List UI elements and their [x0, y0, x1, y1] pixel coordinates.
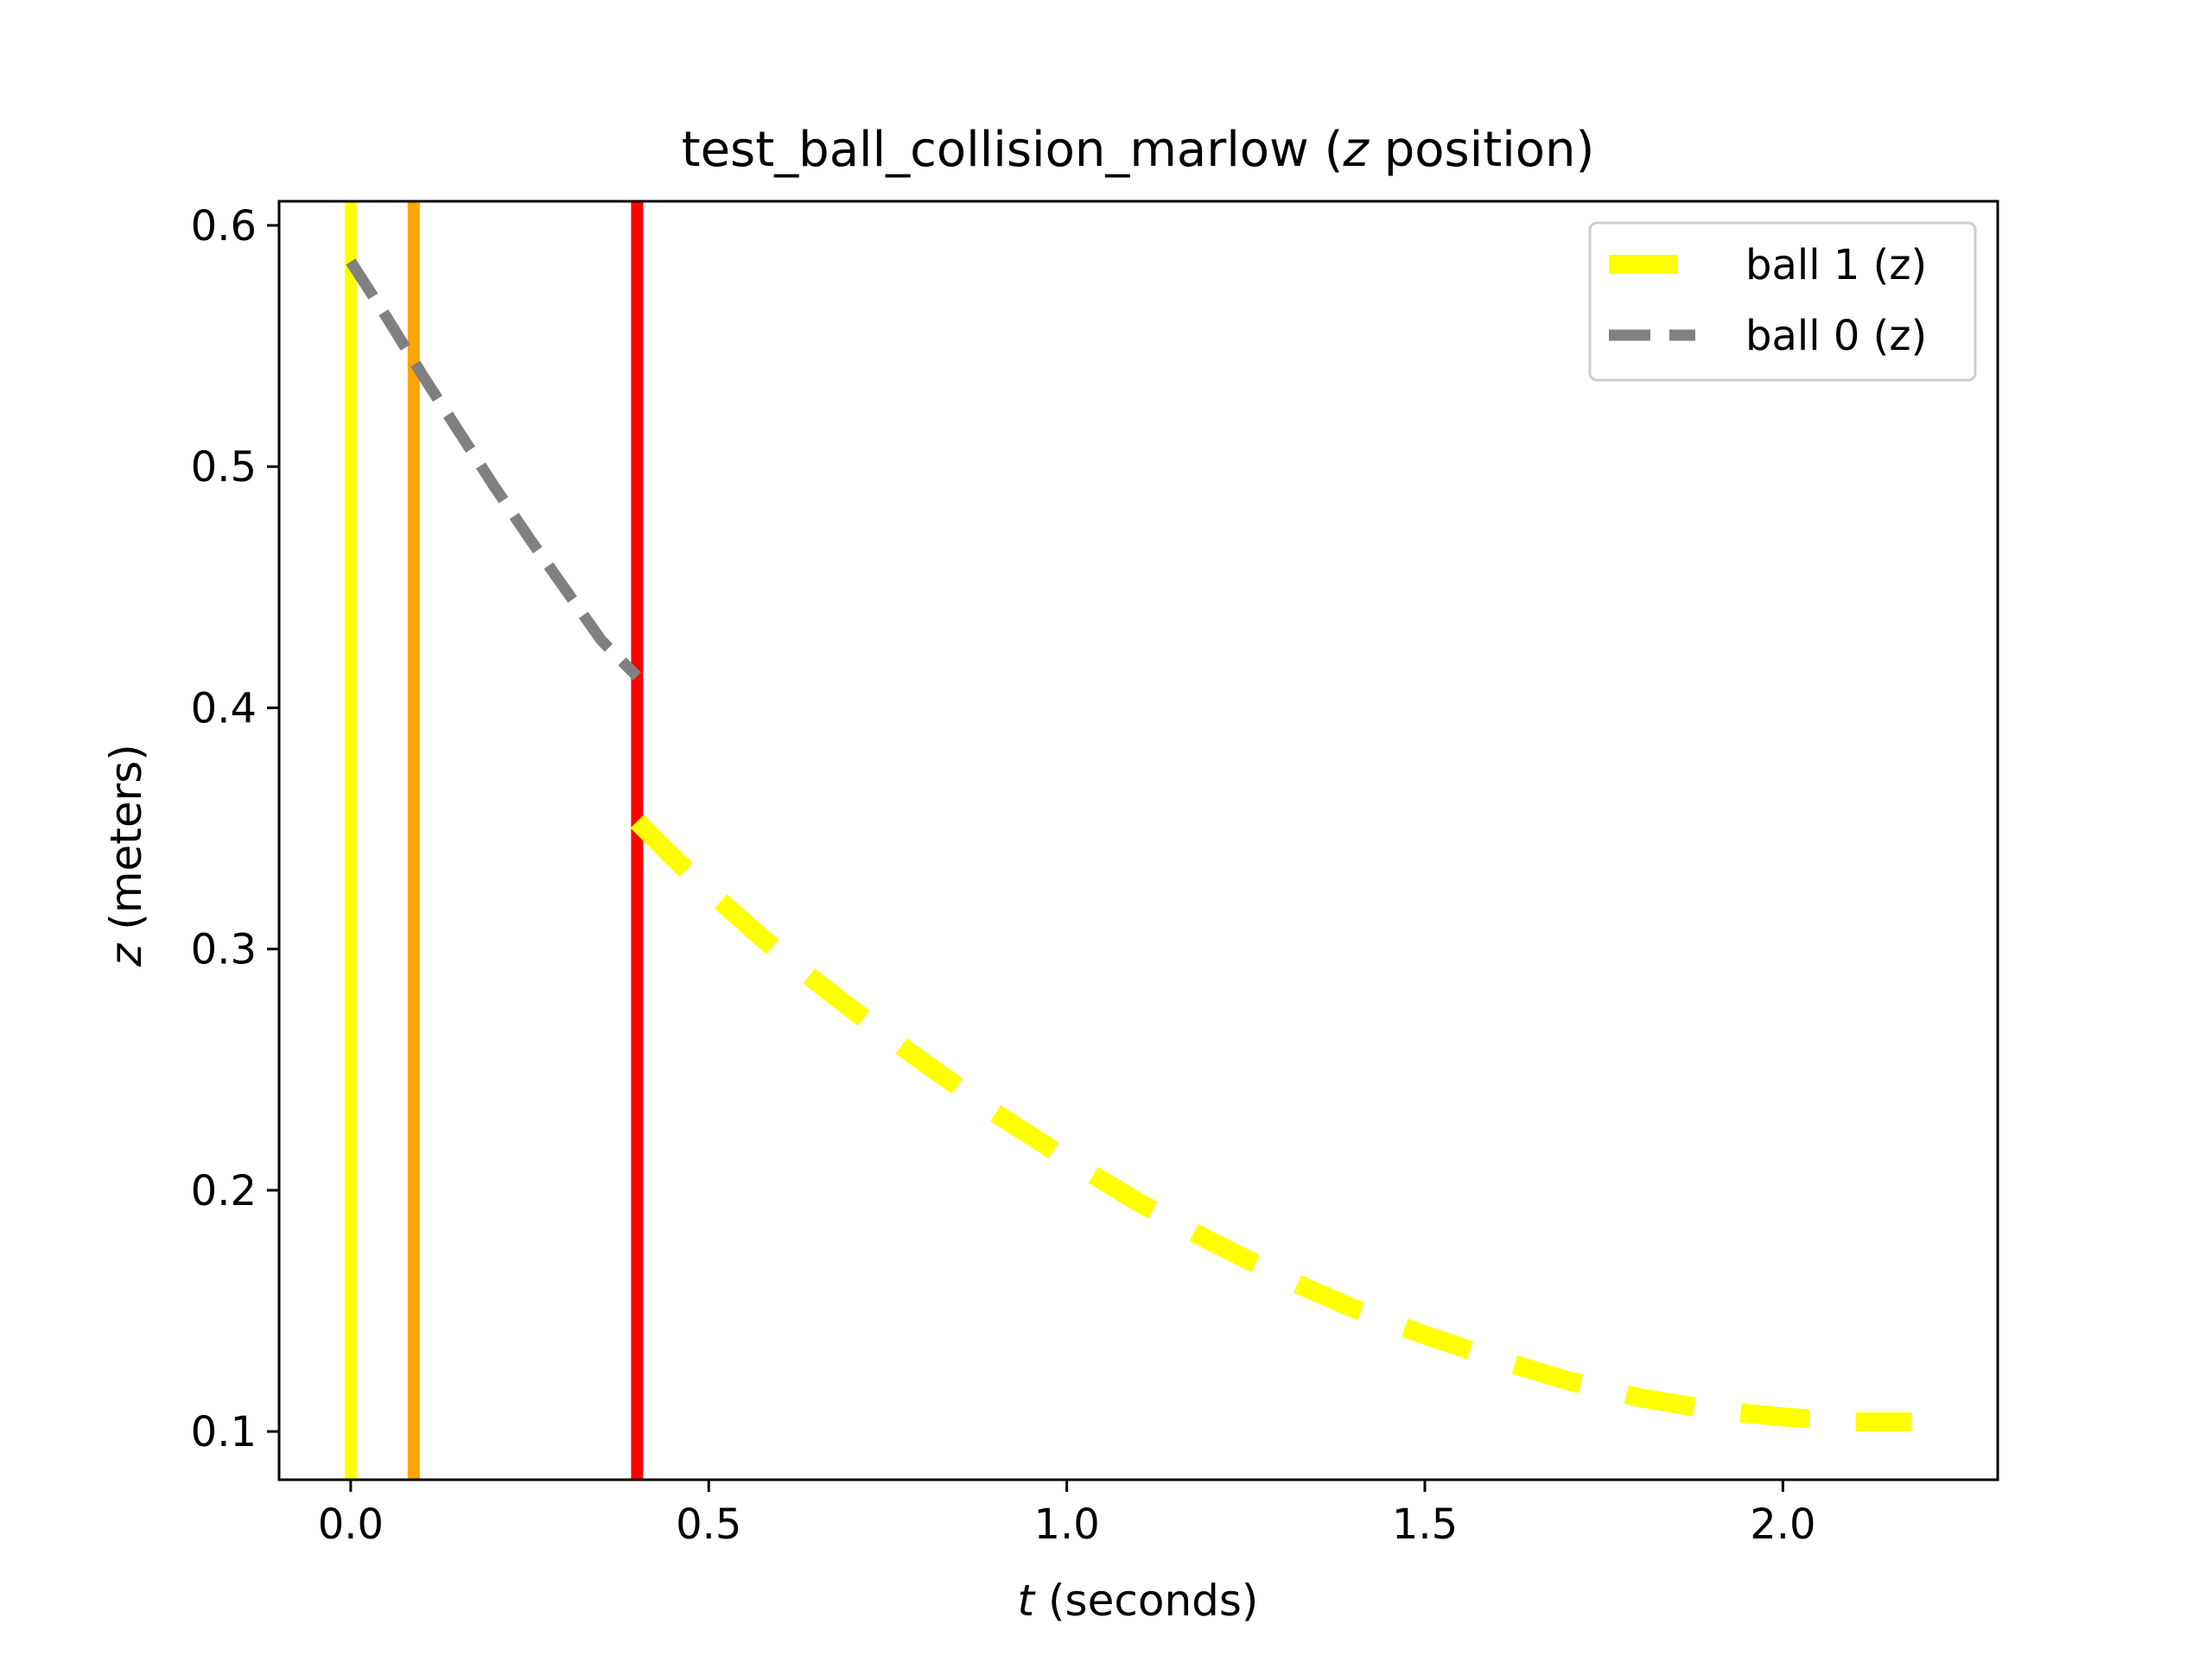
series-line-1	[346, 258, 642, 681]
chart-title: test_ball_collision_marlow (z position)	[682, 122, 1595, 178]
x-tick-label-4: 2.0	[1750, 1500, 1815, 1549]
y-tick-label-4: 0.5	[191, 443, 257, 492]
x-axis-label-variable: t	[1018, 1576, 1037, 1626]
x-tick-label-1: 0.5	[676, 1500, 741, 1549]
y-tick-label-5: 0.6	[191, 202, 257, 251]
y-tick-label-1: 0.2	[191, 1167, 257, 1215]
y-tick-label-0: 0.1	[191, 1408, 257, 1456]
x-axis-label-suffix: (seconds)	[1034, 1576, 1258, 1626]
plot-area	[279, 201, 1998, 1480]
x-tick-label-0: 0.0	[318, 1500, 384, 1549]
y-axis-label: z (meters)	[101, 744, 151, 967]
axes-layer: 0.0 0.5 1.0 1.5 2.0 0.1 0.2 0.3 0.4 0.5 0.6	[191, 200, 1999, 1549]
chart-title-suffix: position)	[1369, 122, 1594, 178]
legend-label-1: ball 0 (z)	[1745, 312, 1927, 360]
y-tick-label-2: 0.3	[191, 926, 257, 974]
axes-frame	[277, 200, 1999, 1481]
y-tick-label-3: 0.4	[191, 684, 257, 733]
chart-title-variable: z	[1343, 122, 1370, 178]
x-tick-label-2: 1.0	[1033, 1500, 1099, 1549]
x-axis-label: t (seconds)	[1018, 1576, 1259, 1626]
legend: ball 1 (z) ball 0 (z)	[1588, 221, 1977, 382]
plot-layer	[279, 201, 1998, 1480]
y-axis-label-suffix: (meters)	[101, 744, 151, 943]
legend-label-0: ball 1 (z)	[1745, 241, 1927, 289]
x-tick-label-3: 1.5	[1392, 1500, 1458, 1549]
y-axis-label-variable: z	[101, 942, 151, 967]
chart-title-prefix: test_ball_collision_marlow (	[682, 122, 1344, 178]
series-line-0	[630, 814, 1912, 1431]
